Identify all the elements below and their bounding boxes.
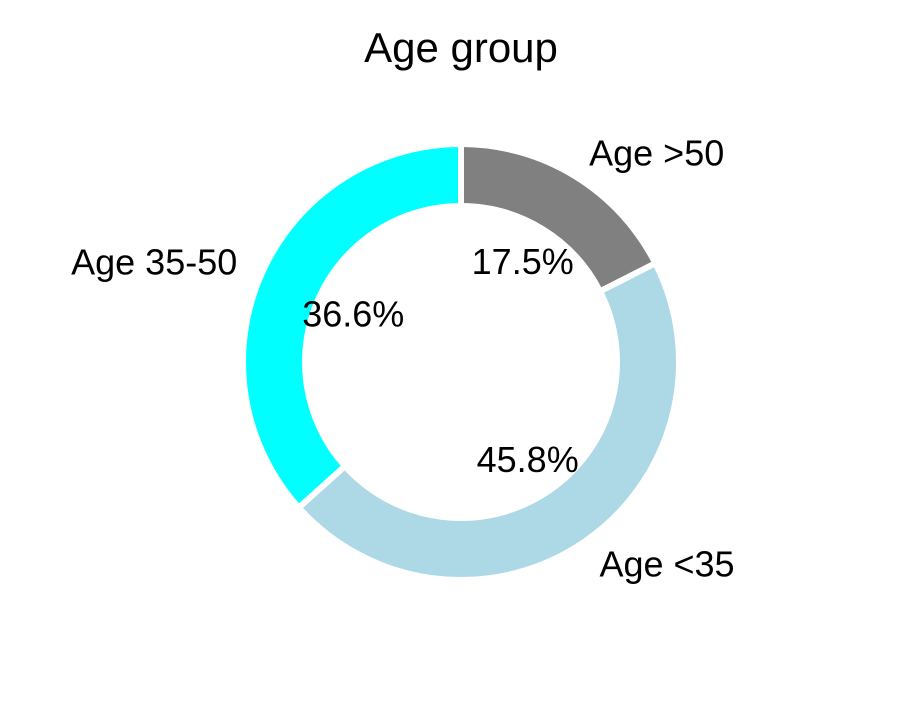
slice-category-label: Age <35 xyxy=(599,544,734,585)
donut-labels: Age >50 17.5% Age <35 45.8% Age 35-50 36.6% xyxy=(71,133,734,585)
donut-slice xyxy=(294,259,682,583)
slice-category-label: Age 35-50 xyxy=(71,242,237,283)
donut-slice xyxy=(240,140,464,512)
slice-percent-label: 45.8% xyxy=(477,439,579,480)
chart-title: Age group xyxy=(364,24,558,71)
slice-percent-label: 36.6% xyxy=(302,293,404,334)
slice-percent-label: 17.5% xyxy=(472,241,574,282)
donut-slices xyxy=(240,140,682,583)
slice-category-label: Age >50 xyxy=(589,133,724,174)
